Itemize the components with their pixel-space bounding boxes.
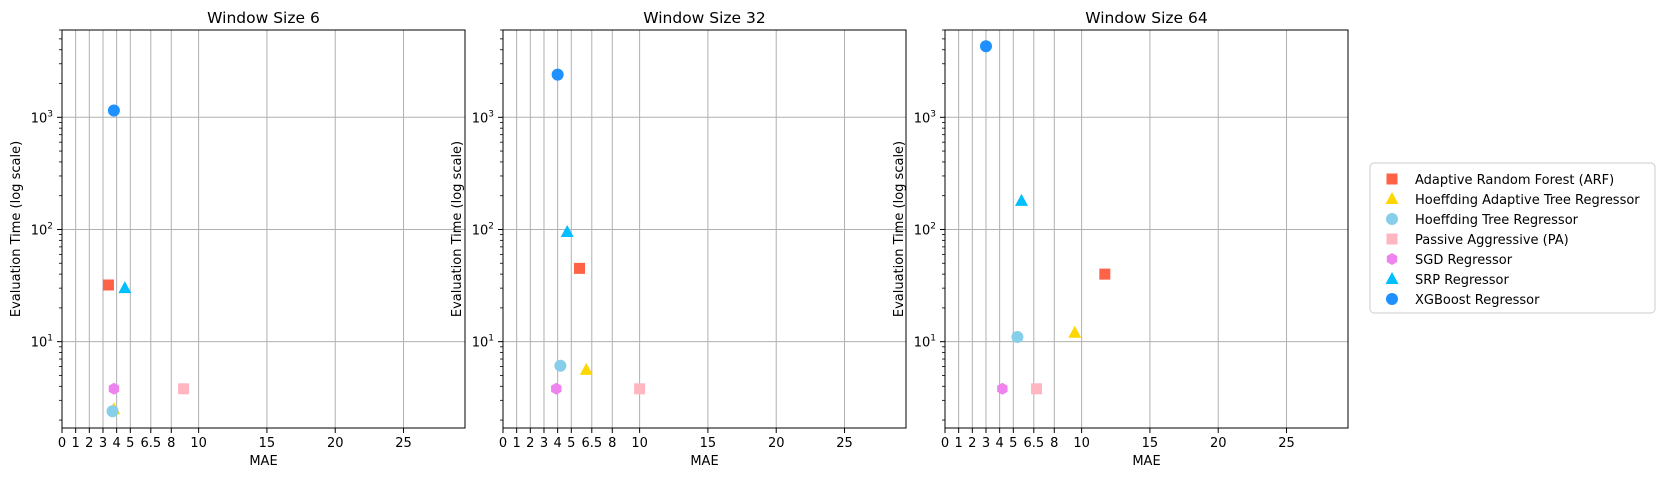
x-tick-label: 15 <box>700 436 717 451</box>
x-tick-label: 15 <box>1142 436 1159 451</box>
x-tick-label: 6.5 <box>140 436 161 451</box>
x-tick-label: 1 <box>955 436 963 451</box>
legend-marker <box>1386 173 1398 185</box>
data-point <box>979 40 992 53</box>
legend-marker <box>1385 272 1399 284</box>
x-tick-label: 20 <box>1210 436 1227 451</box>
x-tick-label: 2 <box>968 436 976 451</box>
x-tick-label: 0 <box>941 436 949 451</box>
x-tick-label: 15 <box>259 436 276 451</box>
legend-label: Passive Aggressive (PA) <box>1415 233 1569 248</box>
x-axis-label: MAE <box>249 454 277 469</box>
x-tick-label: 3 <box>99 436 107 451</box>
x-tick-label: 10 <box>631 436 648 451</box>
x-tick-label: 1 <box>72 436 80 451</box>
data-point <box>551 68 564 81</box>
x-tick-label: 5 <box>1009 436 1017 451</box>
x-tick-label: 5 <box>567 436 575 451</box>
data-point <box>554 359 567 372</box>
x-tick-label: 10 <box>1073 436 1090 451</box>
x-tick-label: 8 <box>167 436 175 451</box>
chart-panel-3: 0 1 2 3 4 5 6.5 8 10 15 20 25 101 102 103 Window Size 6… <box>892 9 1349 469</box>
data-point <box>574 262 586 274</box>
legend-label: Hoeffding Adaptive Tree Regressor <box>1415 193 1640 208</box>
y-axis-label: Evaluation Time (log scale) <box>892 141 907 317</box>
legend-label: Hoeffding Tree Regressor <box>1415 213 1579 228</box>
data-point <box>997 382 1008 395</box>
x-tick-label: 25 <box>395 436 412 451</box>
y-tick-label: 101 <box>31 334 53 351</box>
y-tick-label: 102 <box>914 221 936 238</box>
x-tick-label: 4 <box>554 436 562 451</box>
legend-marker <box>1386 233 1398 245</box>
legend-marker <box>1385 192 1399 204</box>
legend-label: Adaptive Random Forest (ARF) <box>1415 173 1614 188</box>
x-tick-label: 8 <box>608 436 616 451</box>
legend: Adaptive Random Forest (ARF) Hoeffding Ad… <box>1369 162 1656 314</box>
x-tick-label: 6.5 <box>1023 436 1044 451</box>
chart-title: Window Size 64 <box>1085 9 1208 27</box>
legend-label: SGD Regressor <box>1415 253 1513 268</box>
x-tick-label: 2 <box>526 436 534 451</box>
data-point <box>579 362 593 375</box>
data-point <box>1015 193 1029 206</box>
x-tick-label: 10 <box>190 436 207 451</box>
legend-marker <box>1386 253 1398 265</box>
legend-label: XGBoost Regressor <box>1415 293 1540 308</box>
y-axis-label: Evaluation Time (log scale) <box>450 141 465 317</box>
x-tick-label: 3 <box>982 436 990 451</box>
data-point <box>102 279 114 291</box>
x-tick-label: 25 <box>1278 436 1295 451</box>
x-tick-label: 3 <box>540 436 548 451</box>
x-tick-label: 4 <box>996 436 1004 451</box>
data-point <box>1099 268 1111 280</box>
y-tick-label: 101 <box>472 334 494 351</box>
data-point <box>560 224 574 237</box>
data-point <box>178 383 190 395</box>
chart-title: Window Size 6 <box>207 9 320 27</box>
data-point <box>1068 325 1082 338</box>
y-tick-label: 103 <box>472 109 494 126</box>
y-tick-label: 103 <box>914 109 936 126</box>
chart-panel-2: 0 1 2 3 4 5 6.5 8 10 15 20 25 101 102 103 Window Size 3… <box>450 9 907 469</box>
y-axis-label: Evaluation Time (log scale) <box>9 141 24 317</box>
data-point <box>107 104 120 117</box>
y-tick-label: 103 <box>31 109 53 126</box>
chart-panel-1: 0 1 2 3 4 5 6.5 8 10 15 20 25 101 102 103 Window Size 6… <box>9 9 466 469</box>
data-point <box>118 281 132 294</box>
data-point <box>634 383 646 395</box>
x-tick-label: 6.5 <box>581 436 602 451</box>
x-tick-label: 8 <box>1050 436 1058 451</box>
data-point <box>1011 331 1024 344</box>
legend-label: SRP Regressor <box>1415 273 1510 288</box>
x-tick-label: 5 <box>126 436 134 451</box>
x-tick-label: 0 <box>499 436 507 451</box>
y-tick-label: 101 <box>914 334 936 351</box>
x-axis-label: MAE <box>690 454 718 469</box>
data-point <box>1031 383 1043 395</box>
legend-marker <box>1386 293 1398 305</box>
data-point <box>551 382 562 395</box>
x-tick-label: 0 <box>58 436 66 451</box>
x-axis-label: MAE <box>1132 454 1160 469</box>
y-tick-label: 102 <box>472 221 494 238</box>
x-tick-label: 20 <box>768 436 785 451</box>
chart-title: Window Size 32 <box>643 9 766 27</box>
data-point <box>108 382 120 395</box>
x-tick-label: 2 <box>85 436 93 451</box>
legend-box <box>1369 162 1656 314</box>
x-tick-label: 25 <box>836 436 853 451</box>
x-tick-label: 4 <box>113 436 121 451</box>
x-tick-label: 1 <box>513 436 521 451</box>
data-point <box>106 405 119 418</box>
legend-marker <box>1386 213 1398 225</box>
x-tick-label: 20 <box>327 436 344 451</box>
y-tick-label: 102 <box>31 221 53 238</box>
